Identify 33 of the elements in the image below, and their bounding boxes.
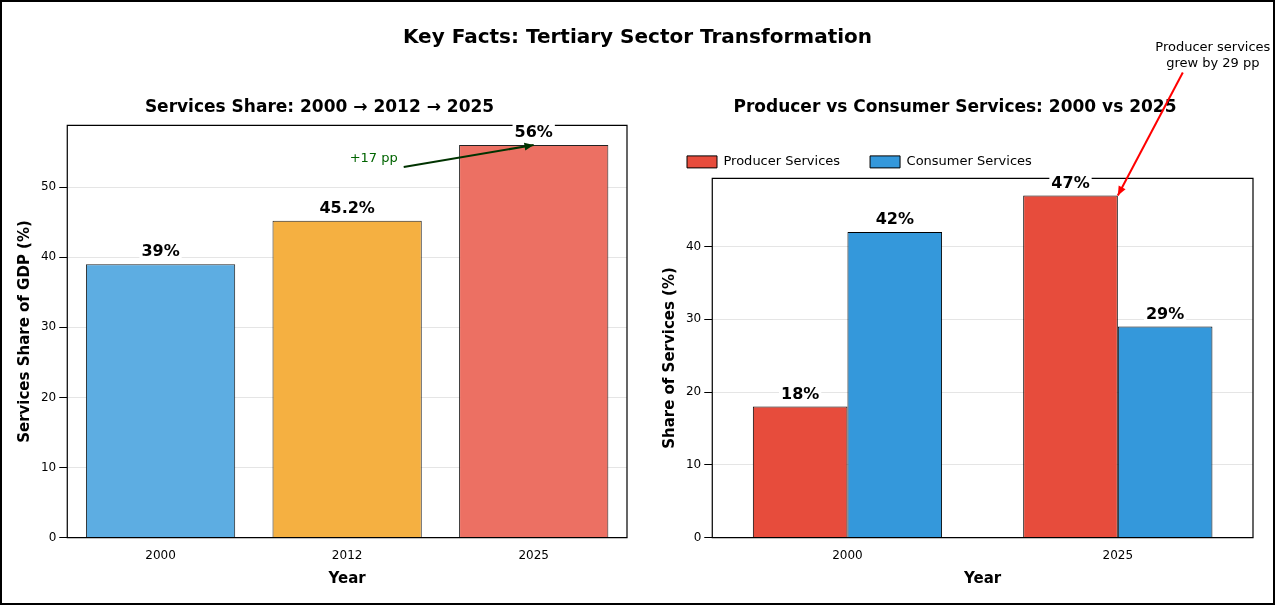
y-axis-title: Share of Services (%)	[659, 267, 678, 449]
y-tick-label: 10	[685, 456, 702, 471]
chart-title: Services Share: 2000 → 2012 → 2025	[144, 95, 495, 116]
y-tick-label: 30	[40, 319, 57, 334]
legend-label: Producer Services	[723, 153, 841, 169]
y-tick-label: 50	[40, 179, 57, 194]
x-tick-label: 2012	[331, 547, 363, 562]
data-label: 56%	[514, 122, 553, 142]
data-label: 29%	[1145, 303, 1185, 323]
y-tick-label: 30	[685, 311, 702, 326]
y-tick-label: 40	[40, 249, 57, 264]
y-tick-label: 20	[685, 384, 702, 399]
y-tick-label: 10	[40, 459, 57, 474]
legend-label: Consumer Services	[906, 153, 1033, 169]
data-label: 18%	[780, 383, 820, 403]
data-label: 39%	[141, 241, 180, 261]
x-tick-label: 2025	[1102, 547, 1134, 562]
y-tick-label: 20	[40, 389, 57, 404]
annotation: Producer services grew by 29 pp	[1155, 39, 1271, 71]
data-label: 42%	[875, 209, 914, 229]
data-label: 45.2%	[319, 197, 375, 217]
data-label: 47%	[1051, 172, 1090, 192]
annotation: +17 pp	[349, 149, 398, 165]
x-tick-label: 2000	[145, 547, 176, 562]
x-axis-title: Year	[963, 568, 1002, 587]
x-tick-label: 2000	[832, 547, 863, 562]
y-tick-label: 0	[48, 529, 57, 544]
x-axis-title: Year	[327, 568, 367, 587]
y-tick-label: 40	[685, 238, 702, 253]
y-tick-label: 0	[693, 529, 702, 544]
x-tick-label: 2025	[518, 547, 549, 562]
y-axis-title: Services Share of GDP (%)	[14, 220, 33, 443]
text: Key Facts: Tertiary Sector Transformation	[402, 24, 873, 48]
